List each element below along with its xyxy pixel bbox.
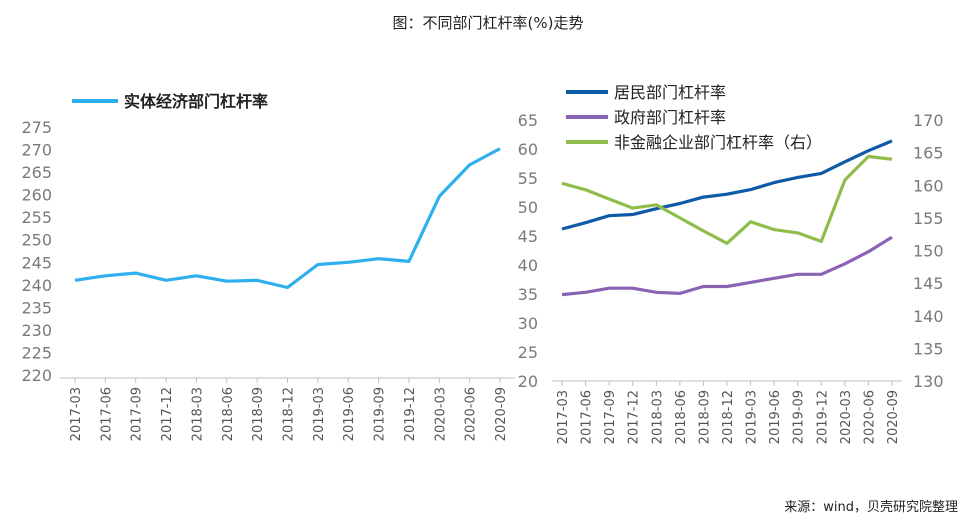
x-tick-label: 2017-03 xyxy=(556,390,571,444)
x-tick-label: 2018-09 xyxy=(251,387,266,441)
left-series-layer xyxy=(74,147,501,290)
x-tick-label: 2019-06 xyxy=(342,387,357,441)
x-tick-label: 2017-12 xyxy=(160,387,175,441)
right-chart-right-y-tick-label: 130 xyxy=(913,372,944,391)
left-y-tick-label: 245 xyxy=(21,253,52,272)
left-y-tick-label: 230 xyxy=(21,321,52,340)
left-y-tick-label: 235 xyxy=(21,298,52,317)
x-tick-label: 2017-03 xyxy=(69,387,84,441)
x-tick-label: 2018-12 xyxy=(282,387,297,441)
right-chart-right-y-tick-label: 145 xyxy=(913,274,944,293)
x-tick-label: 2018-03 xyxy=(650,390,665,444)
legend-label-household-leverage: 居民部门杠杆率 xyxy=(614,83,726,102)
source-note: 来源：wind，贝壳研究院整理 xyxy=(784,500,958,515)
legend-label-government-leverage: 政府部门杠杆率 xyxy=(614,108,726,127)
x-tick-label: 2020-06 xyxy=(464,387,479,441)
real-economy-leverage-line xyxy=(74,147,501,290)
right-series-layer xyxy=(561,139,893,297)
right-chart-left-y-tick-label: 40 xyxy=(518,256,538,275)
x-tick-label: 2017-09 xyxy=(130,387,145,441)
right-chart-left-y-tick-label: 65 xyxy=(518,111,538,130)
right-chart-left-y-tick-label: 50 xyxy=(518,198,538,217)
government-leverage-line xyxy=(561,235,893,297)
x-tick-label: 2019-12 xyxy=(815,390,830,444)
right-chart-right-y-tick-label: 135 xyxy=(913,339,944,358)
right-x-tick-labels: 2017-03 2017-06 2017-09 2017-12 2018-03 2018-… xyxy=(556,381,901,444)
left-y-tick-label: 240 xyxy=(21,276,52,295)
left-y-tick-label: 275 xyxy=(21,118,52,137)
right-chart-left-y-tick-label: 20 xyxy=(518,372,538,391)
x-tick-label: 2019-09 xyxy=(792,390,807,444)
x-tick-label: 2018-09 xyxy=(697,390,712,444)
right-chart-right-y-tick-label: 165 xyxy=(913,144,944,163)
right-chart-right-y-tick-label: 160 xyxy=(913,176,944,195)
right-left-y-tick-labels: 20 25 30 35 40 45 50 55 60 65 xyxy=(518,111,538,391)
left-chart: 220 225 230 235 240 245 250 255 260 265 270 275 201… xyxy=(21,92,515,441)
page-title: 图：不同部门杠杆率(%)走势 xyxy=(392,14,584,32)
x-tick-label: 2017-09 xyxy=(603,390,618,444)
x-tick-label: 2019-03 xyxy=(745,390,760,444)
left-x-tick-labels: 2017-03 2017-06 2017-09 2017-12 2018-03 2018-… xyxy=(69,378,509,441)
right-chart-left-y-tick-label: 25 xyxy=(518,343,538,362)
x-tick-label: 2020-03 xyxy=(839,390,854,444)
legend-label-real-economy: 实体经济部门杠杆率 xyxy=(124,92,268,111)
left-y-tick-label: 225 xyxy=(21,343,52,362)
x-tick-label: 2020-03 xyxy=(433,387,448,441)
x-tick-label: 2019-12 xyxy=(403,387,418,441)
x-tick-label: 2019-06 xyxy=(768,390,783,444)
right-chart-right-y-tick-label: 170 xyxy=(913,111,944,130)
left-y-tick-label: 250 xyxy=(21,231,52,250)
left-y-tick-labels: 220 225 230 235 240 245 250 255 260 265 270 275 xyxy=(21,118,52,385)
left-y-tick-label: 270 xyxy=(21,141,52,160)
left-y-tick-label: 265 xyxy=(21,163,52,182)
right-chart-left-y-tick-label: 35 xyxy=(518,285,538,304)
x-tick-label: 2017-06 xyxy=(580,390,595,444)
x-tick-label: 2019-03 xyxy=(312,387,327,441)
right-chart-left-y-tick-label: 55 xyxy=(518,169,538,188)
left-y-tick-label: 220 xyxy=(21,366,52,385)
legend-label-nonfinancial-corporate-leverage: 非金融企业部门杠杆率（右） xyxy=(614,133,822,152)
left-y-tick-label: 255 xyxy=(21,208,52,227)
x-tick-label: 2018-03 xyxy=(190,387,205,441)
right-chart-right-y-tick-label: 140 xyxy=(913,307,944,326)
right-chart-right-y-tick-label: 155 xyxy=(913,209,944,228)
x-tick-label: 2020-09 xyxy=(494,387,509,441)
nonfinancial-corporate-leverage-line xyxy=(561,154,893,245)
x-tick-label: 2019-09 xyxy=(373,387,388,441)
x-tick-label: 2018-12 xyxy=(721,390,736,444)
right-chart-left-y-tick-label: 60 xyxy=(518,140,538,159)
x-tick-label: 2018-06 xyxy=(674,390,689,444)
x-tick-label: 2020-09 xyxy=(886,390,901,444)
right-chart-right-y-tick-label: 150 xyxy=(913,242,944,261)
right-chart-left-y-tick-label: 45 xyxy=(518,227,538,246)
x-tick-label: 2017-12 xyxy=(627,390,642,444)
right-right-y-tick-labels: 130 135 140 145 150 155 160 165 170 xyxy=(913,111,944,391)
x-tick-label: 2018-06 xyxy=(221,387,236,441)
x-tick-label: 2020-06 xyxy=(862,390,877,444)
left-legend: 实体经济部门杠杆率 xyxy=(72,92,268,111)
right-chart-left-y-tick-label: 30 xyxy=(518,314,538,333)
left-y-tick-label: 260 xyxy=(21,186,52,205)
x-tick-label: 2017-06 xyxy=(99,387,114,441)
